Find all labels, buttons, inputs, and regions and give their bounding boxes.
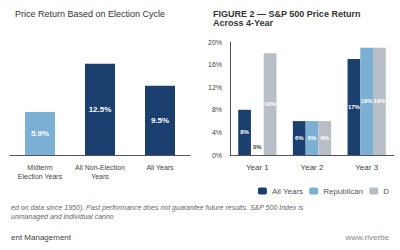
svg-text:Year 3: Year 3 [355, 163, 378, 172]
svg-text:8%: 8% [212, 106, 222, 113]
svg-text:6%: 6% [320, 135, 329, 141]
svg-text:Price Return Based on Election: Price Return Based on Election Cycle [15, 9, 165, 19]
svg-text:4%: 4% [212, 129, 222, 136]
svg-text:Year 1: Year 1 [246, 163, 269, 172]
svg-text:Republican: Republican [323, 187, 363, 196]
svg-text:9.5%: 9.5% [151, 116, 169, 125]
svg-text:19%: 19% [361, 98, 374, 104]
svg-text:All Years: All Years [272, 187, 303, 196]
svg-text:All Years: All Years [146, 164, 174, 171]
svg-text:12.5%: 12.5% [89, 105, 112, 114]
svg-text:All Non-Election: All Non-Election [75, 164, 125, 171]
svg-text:6%: 6% [295, 135, 304, 141]
svg-text:D: D [383, 187, 389, 196]
svg-text:18%: 18% [264, 101, 277, 107]
svg-text:FIGURE 2 — S&P 500 Price Retur: FIGURE 2 — S&P 500 Price Return [213, 8, 363, 19]
svg-text:20%: 20% [208, 39, 222, 46]
svg-text:12%: 12% [208, 84, 222, 91]
svg-text:www.riverbe: www.riverbe [344, 233, 389, 242]
svg-text:5.9%: 5.9% [31, 129, 49, 138]
svg-text:16%: 16% [208, 61, 222, 68]
svg-text:ent Management: ent Management [11, 233, 72, 242]
svg-text:Across 4-Year: Across 4-Year [213, 18, 274, 28]
svg-text:19%: 19% [373, 98, 386, 104]
svg-text:8%: 8% [240, 129, 249, 135]
svg-text:Midterm: Midterm [27, 164, 52, 171]
svg-text:0%: 0% [212, 152, 222, 159]
svg-text:unmanaged and individual canno: unmanaged and individual canno [11, 213, 114, 221]
svg-text:Years: Years [91, 173, 109, 180]
svg-text:17%: 17% [348, 104, 361, 110]
svg-text:Year 2: Year 2 [301, 163, 324, 172]
svg-text:6%: 6% [308, 135, 317, 141]
svg-text:Election Years: Election Years [18, 173, 63, 180]
svg-text:0%: 0% [253, 144, 262, 150]
svg-text:ed on data since 1950). Past p: ed on data since 1950). Past performance… [11, 204, 305, 212]
